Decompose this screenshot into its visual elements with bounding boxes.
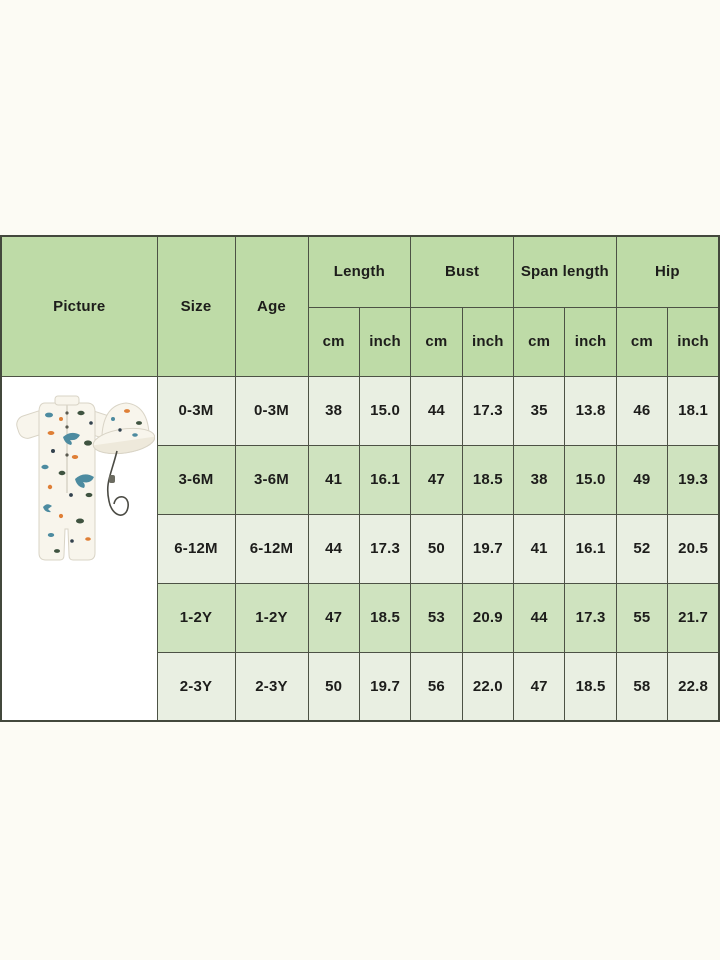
size-cell: 0-3M [156, 375, 236, 446]
header-age: Age [234, 235, 309, 377]
table-row: 0-3M 0-3M 38 15.0 44 17.3 35 13.8 46 18.… [0, 375, 720, 722]
product-image [16, 395, 156, 560]
table-row: 3-6M 3-6M 41 16.1 47 18.5 38 15.0 49 19.… [1, 444, 720, 515]
bust-inch-cell: 20.9 [461, 582, 515, 653]
header-row-groups: Picture Size Age Length Bust Span length… [0, 235, 720, 377]
unit-bust-inch: inch [461, 306, 515, 377]
span-inch-cell: 16.1 [564, 513, 617, 584]
table-row: 2-3Y 2-3Y 50 19.7 56 22.0 47 18.5 58 22.… [1, 651, 720, 722]
span-cm-cell: 44 [512, 582, 566, 653]
hip-inch-cell: 19.3 [667, 444, 720, 515]
header-bust: Bust [410, 235, 514, 308]
hip-inch-cell: 21.7 [667, 582, 720, 653]
length-cm-cell: 44 [307, 513, 360, 584]
span-cm-cell: 38 [512, 444, 566, 515]
size-cell: 3-6M [156, 444, 236, 515]
size-cell: 1-2Y [156, 582, 236, 653]
hip-cm-cell: 58 [615, 651, 669, 722]
bust-inch-cell: 22.0 [461, 651, 515, 722]
span-cm-cell: 47 [512, 651, 566, 722]
size-chart-table: Picture Size Age Length Bust Span length… [0, 235, 720, 722]
bust-inch-cell: 18.5 [461, 444, 515, 515]
hip-cm-cell: 49 [615, 444, 669, 515]
bust-inch-cell: 19.7 [461, 513, 515, 584]
span-inch-cell: 13.8 [564, 375, 617, 446]
length-inch-cell: 17.3 [358, 513, 412, 584]
swimsuit-illustration [16, 395, 116, 560]
hip-inch-cell: 18.1 [667, 375, 720, 446]
bust-cm-cell: 47 [410, 444, 463, 515]
bust-cm-cell: 53 [410, 582, 463, 653]
unit-length-inch: inch [358, 306, 412, 377]
length-cm-cell: 41 [307, 444, 360, 515]
bust-cm-cell: 56 [410, 651, 463, 722]
hip-cm-cell: 55 [615, 582, 669, 653]
hip-inch-cell: 20.5 [667, 513, 720, 584]
span-cm-cell: 35 [512, 375, 566, 446]
table-row: 6-12M 6-12M 44 17.3 50 19.7 41 16.1 52 2… [1, 513, 720, 584]
unit-length-cm: cm [307, 306, 360, 377]
length-cm-cell: 47 [307, 582, 360, 653]
table-row: 1-2Y 1-2Y 47 18.5 53 20.9 44 17.3 55 21.… [1, 582, 720, 653]
hip-cm-cell: 46 [615, 375, 669, 446]
bust-inch-cell: 17.3 [461, 375, 515, 446]
length-cm-cell: 38 [307, 375, 360, 446]
age-cell: 0-3M [234, 375, 309, 446]
header-picture: Picture [0, 235, 158, 377]
hat-illustration [93, 401, 156, 516]
size-cell: 6-12M [156, 513, 236, 584]
age-cell: 6-12M [234, 513, 309, 584]
span-inch-cell: 15.0 [564, 444, 617, 515]
age-cell: 3-6M [234, 444, 309, 515]
hip-inch-cell: 22.8 [667, 651, 720, 722]
header-size: Size [156, 235, 236, 377]
span-inch-cell: 17.3 [564, 582, 617, 653]
length-inch-cell: 16.1 [358, 444, 412, 515]
age-cell: 1-2Y [234, 582, 309, 653]
length-inch-cell: 19.7 [358, 651, 412, 722]
header-row-units: cm inch cm inch cm inch cm inch [1, 306, 720, 377]
product-image-cell [0, 375, 158, 722]
header-hip: Hip [615, 235, 720, 308]
header-span-length: Span length [513, 235, 617, 308]
unit-bust-cm: cm [410, 306, 463, 377]
bust-cm-cell: 44 [410, 375, 463, 446]
header-length: Length [307, 235, 412, 308]
bust-cm-cell: 50 [410, 513, 463, 584]
length-inch-cell: 15.0 [358, 375, 412, 446]
span-inch-cell: 18.5 [564, 651, 617, 722]
hat-drawstring [107, 450, 130, 516]
length-inch-cell: 18.5 [358, 582, 412, 653]
unit-hip-inch: inch [667, 306, 720, 377]
age-cell: 2-3Y [234, 651, 309, 722]
span-cm-cell: 41 [512, 513, 566, 584]
unit-span-cm: cm [512, 306, 566, 377]
unit-hip-cm: cm [615, 306, 669, 377]
length-cm-cell: 50 [307, 651, 360, 722]
sea-print-pattern [41, 410, 95, 553]
hip-cm-cell: 52 [615, 513, 669, 584]
unit-span-inch: inch [564, 306, 617, 377]
size-cell: 2-3Y [156, 651, 236, 722]
